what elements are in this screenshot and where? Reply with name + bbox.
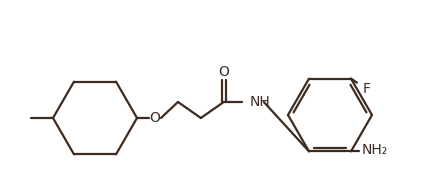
- Text: NH₂: NH₂: [362, 143, 388, 157]
- Text: F: F: [363, 82, 371, 96]
- Text: NH: NH: [250, 95, 271, 109]
- Text: O: O: [150, 111, 160, 125]
- Text: O: O: [218, 65, 229, 79]
